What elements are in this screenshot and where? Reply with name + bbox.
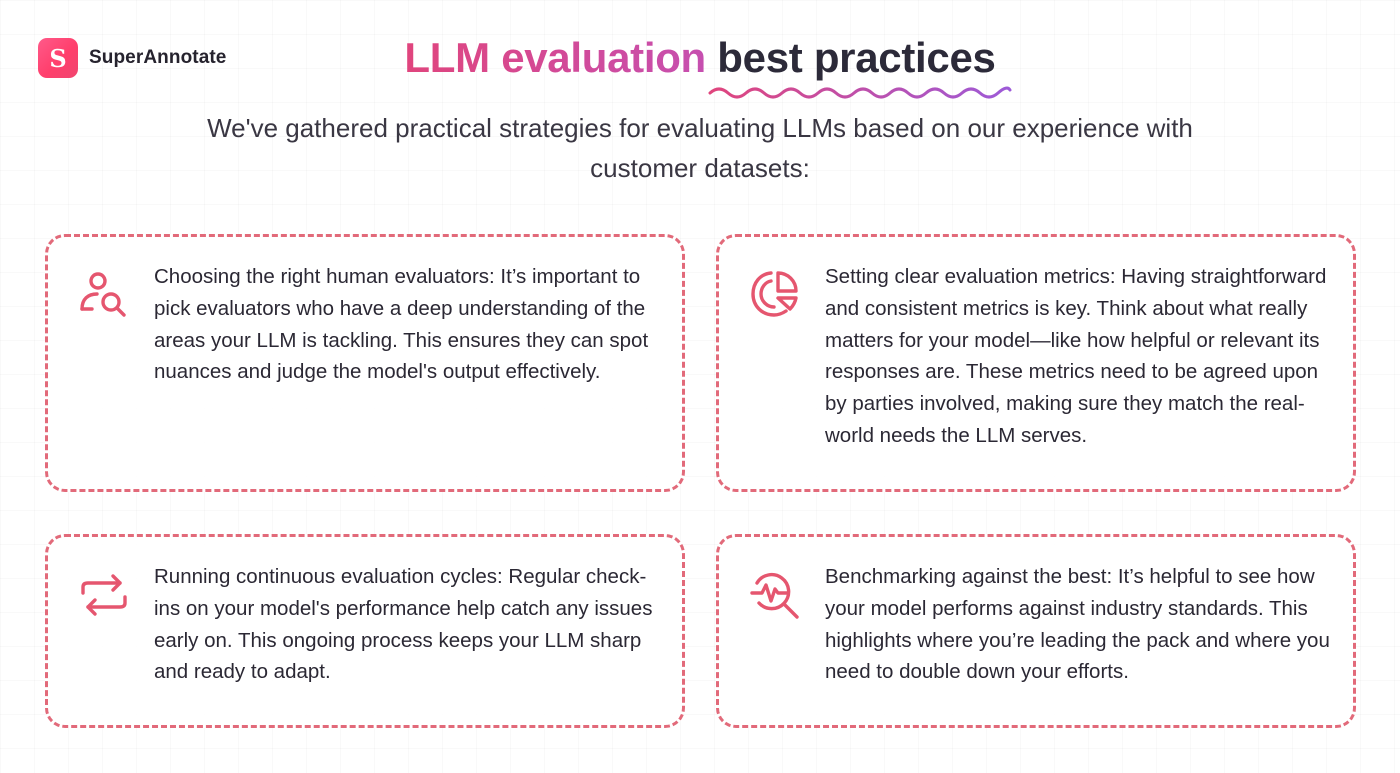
benchmark-search-icon <box>750 572 799 619</box>
brand-name: SuperAnnotate <box>89 47 227 68</box>
card-human-evaluators: Choosing the right human evaluators: It’… <box>45 234 685 492</box>
title-rest: best practices <box>717 34 996 81</box>
card-benchmarking: Benchmarking against the best: It’s help… <box>716 534 1356 728</box>
page-title: LLM evaluation best practices <box>0 34 1400 82</box>
card-text: Setting clear evaluation metrics: Having… <box>825 265 1327 447</box>
repeat-arrows-icon <box>81 574 127 616</box>
page-subtitle: We've gathered practical strategies for … <box>207 113 1193 183</box>
title-highlight: LLM evaluation <box>404 34 706 81</box>
card-text: Choosing the right human evaluators: It’… <box>154 265 649 384</box>
brand[interactable]: S SuperAnnotate <box>38 38 226 78</box>
card-continuous-evaluation: Running continuous evaluation cycles: Re… <box>45 534 685 728</box>
pie-chart-icon <box>751 271 798 317</box>
card-text: Benchmarking against the best: It’s help… <box>825 565 1330 684</box>
user-search-icon <box>80 272 126 317</box>
squiggle-underline-icon <box>708 86 1012 99</box>
superannotate-logo-icon: S <box>38 38 78 78</box>
card-text: Running continuous evaluation cycles: Re… <box>154 565 653 684</box>
card-evaluation-metrics: Setting clear evaluation metrics: Having… <box>716 234 1356 492</box>
